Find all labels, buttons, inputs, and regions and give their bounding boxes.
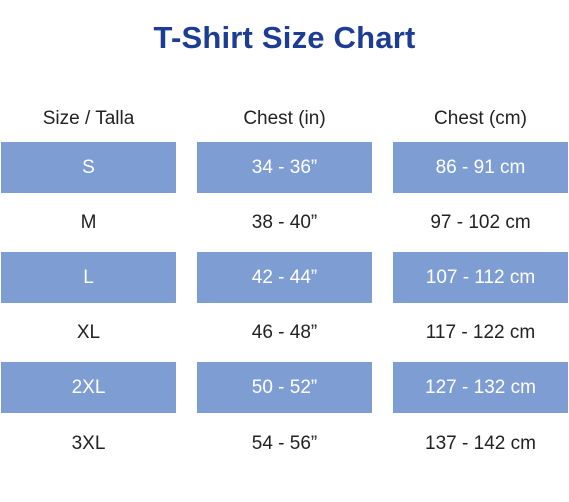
size-cell: 2XL bbox=[1, 362, 176, 413]
column-header-chest-cm: Chest (cm) bbox=[434, 108, 527, 129]
chest-cm-cell: 127 - 132 cm bbox=[393, 362, 568, 413]
size-cell: M bbox=[80, 212, 97, 233]
size-cell: L bbox=[1, 252, 176, 303]
chest-in-cell: 54 - 56” bbox=[251, 433, 318, 454]
chest-cm-cell: 107 - 112 cm bbox=[393, 252, 568, 303]
size-cell: 3XL bbox=[71, 433, 106, 454]
chest-cm-cell: 97 - 102 cm bbox=[430, 212, 531, 233]
chest-cm-cell: 117 - 122 cm bbox=[425, 322, 536, 343]
chest-cm-cell: 137 - 142 cm bbox=[425, 433, 536, 454]
size-cell: XL bbox=[76, 322, 101, 343]
size-cell: S bbox=[1, 142, 176, 193]
chest-cm-cell: 86 - 91 cm bbox=[393, 142, 568, 193]
chest-in-cell: 46 - 48” bbox=[251, 322, 318, 343]
page-title: T-Shirt Size Chart bbox=[153, 20, 416, 55]
chest-in-cell: 42 - 44” bbox=[197, 252, 372, 303]
chest-in-cell: 34 - 36” bbox=[197, 142, 372, 193]
column-header-size: Size / Talla bbox=[42, 108, 135, 129]
chest-in-cell: 50 - 52” bbox=[197, 362, 372, 413]
chest-in-cell: 38 - 40” bbox=[251, 212, 318, 233]
column-header-chest-in: Chest (in) bbox=[243, 108, 326, 129]
